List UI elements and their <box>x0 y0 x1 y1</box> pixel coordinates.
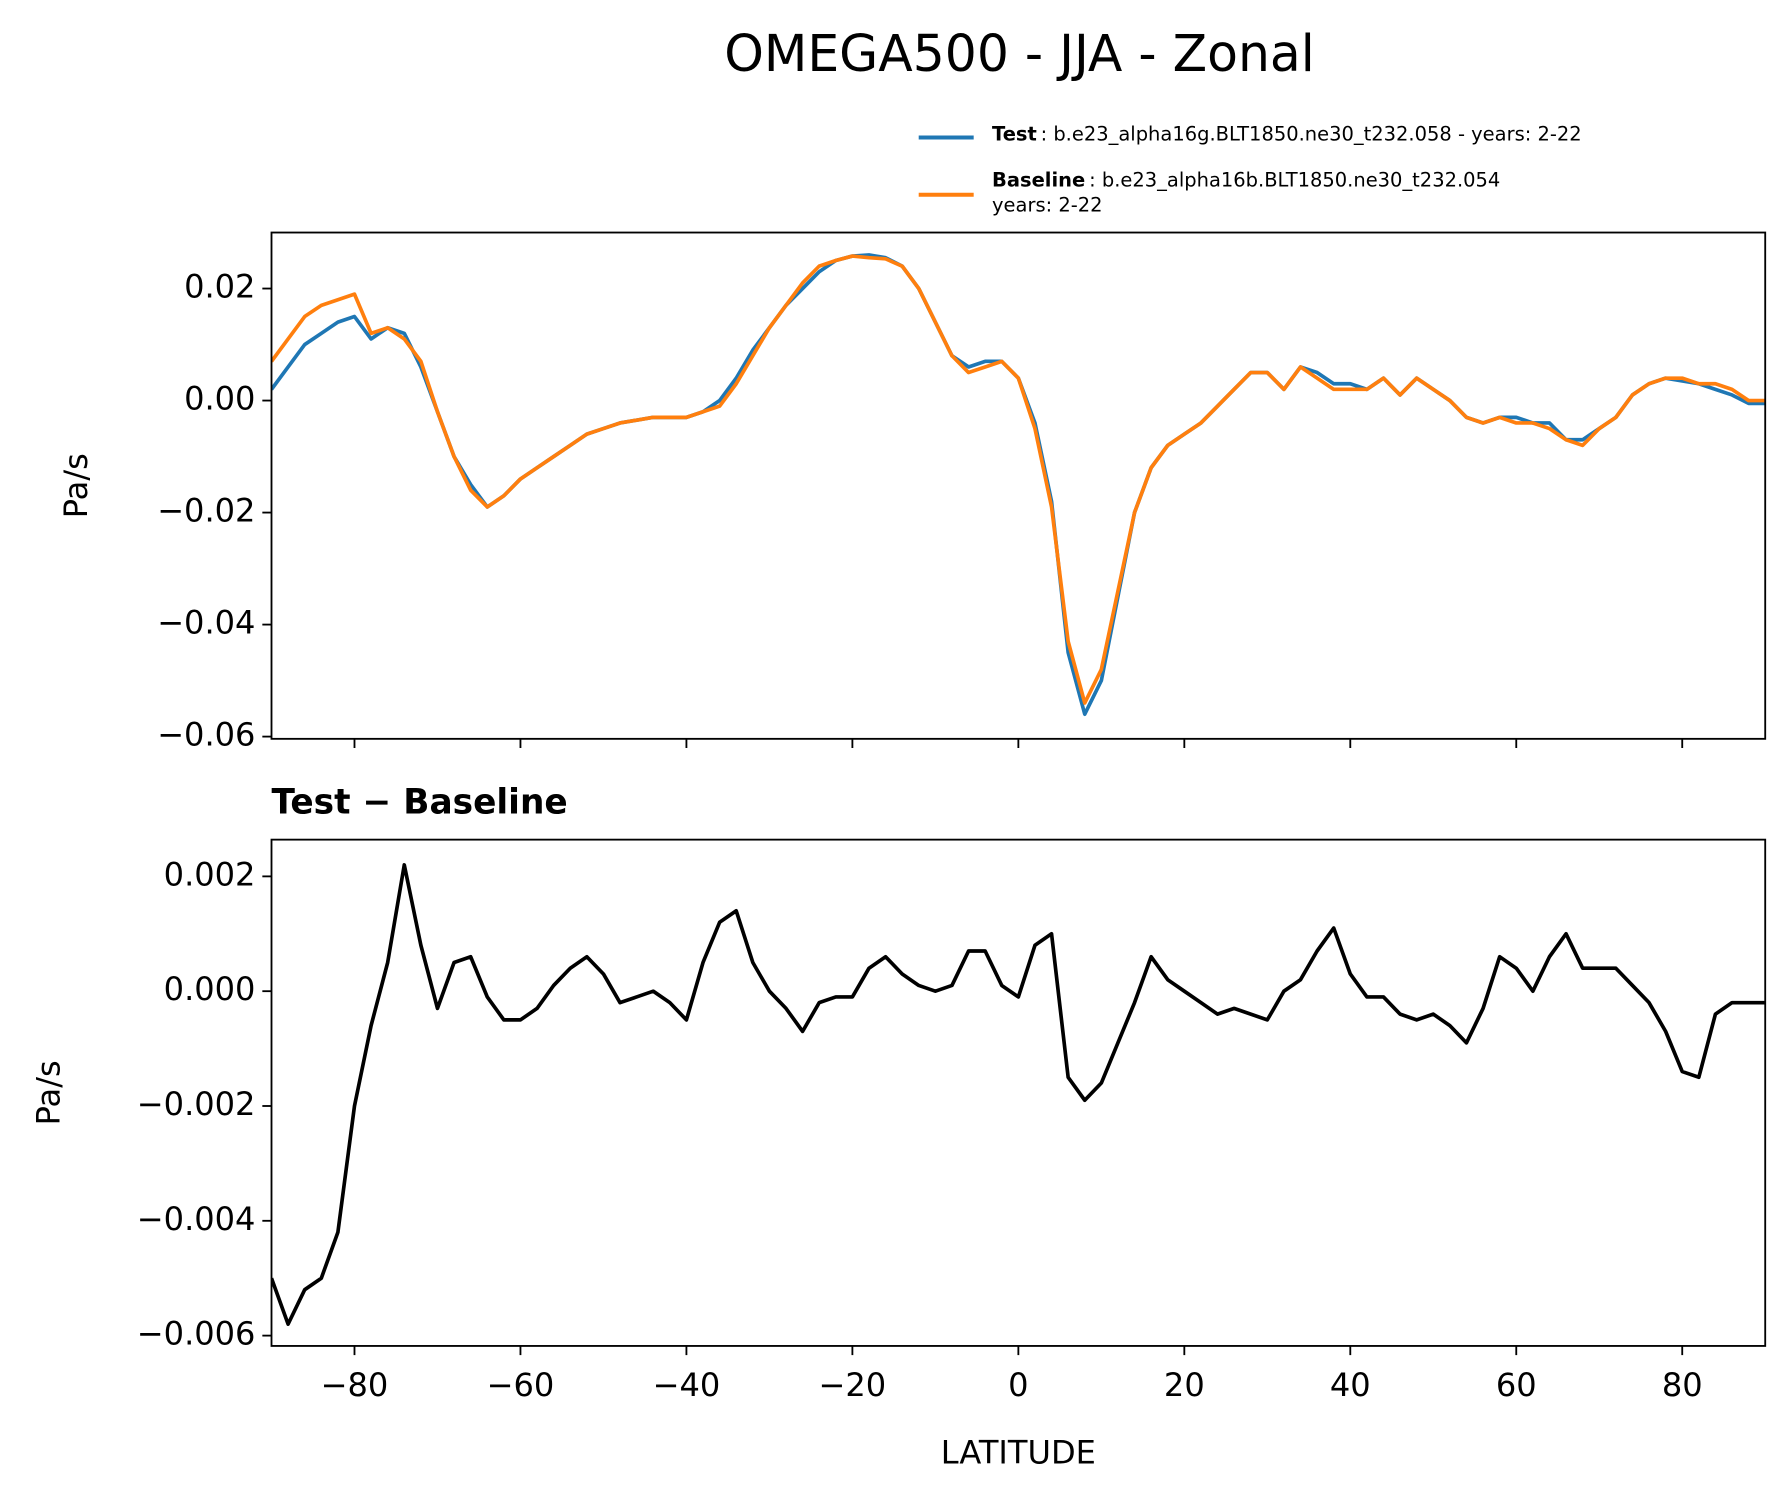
y-tick-label: −0.002 <box>137 1085 256 1123</box>
y-axis-label: Pa/s <box>57 453 95 518</box>
y-tick-label: 0.000 <box>164 970 256 1008</box>
x-tick-label: −80 <box>321 1366 389 1404</box>
data-line <box>271 254 1766 705</box>
x-tick-label: 0 <box>1008 1366 1028 1404</box>
y-tick-label: 0.02 <box>184 268 255 306</box>
legend-description: : b.e23_alpha16b.BLT1850.ne30_t232.054 <box>1089 168 1500 191</box>
x-tick-label: 60 <box>1496 1366 1537 1404</box>
y-tick-label: −0.02 <box>157 492 255 530</box>
x-axis-label: LATITUDE <box>941 1434 1096 1472</box>
axes-frame <box>270 231 1767 740</box>
x-tick-label: 80 <box>1662 1366 1703 1404</box>
x-tick-label: −40 <box>653 1366 721 1404</box>
x-tick-label: 40 <box>1330 1366 1371 1404</box>
y-tick-label: 0.00 <box>184 380 255 418</box>
legend-name: Test <box>992 123 1037 146</box>
data-line <box>271 253 1766 717</box>
y-tick-label: −0.004 <box>137 1200 256 1238</box>
y-tick-label: −0.06 <box>157 716 255 754</box>
axes-frame <box>270 838 1767 1347</box>
y-tick-label: −0.006 <box>137 1315 256 1353</box>
y-tick-label: −0.04 <box>157 604 255 642</box>
legend-description: : b.e23_alpha16g.BLT1850.ne30_t232.058 -… <box>1041 123 1582 146</box>
x-tick-label: 20 <box>1164 1366 1205 1404</box>
legend-name: Baseline <box>992 168 1085 191</box>
y-axis-label: Pa/s <box>29 1060 67 1125</box>
x-tick-label: −60 <box>487 1366 555 1404</box>
y-tick-label: 0.002 <box>164 855 256 893</box>
chart-title: OMEGA500 - JJA - Zonal <box>724 24 1315 83</box>
chart-title: Test − Baseline <box>272 783 568 823</box>
x-tick-label: −20 <box>819 1366 887 1404</box>
data-line <box>271 863 1766 1326</box>
legend-description: years: 2-22 <box>992 194 1103 217</box>
